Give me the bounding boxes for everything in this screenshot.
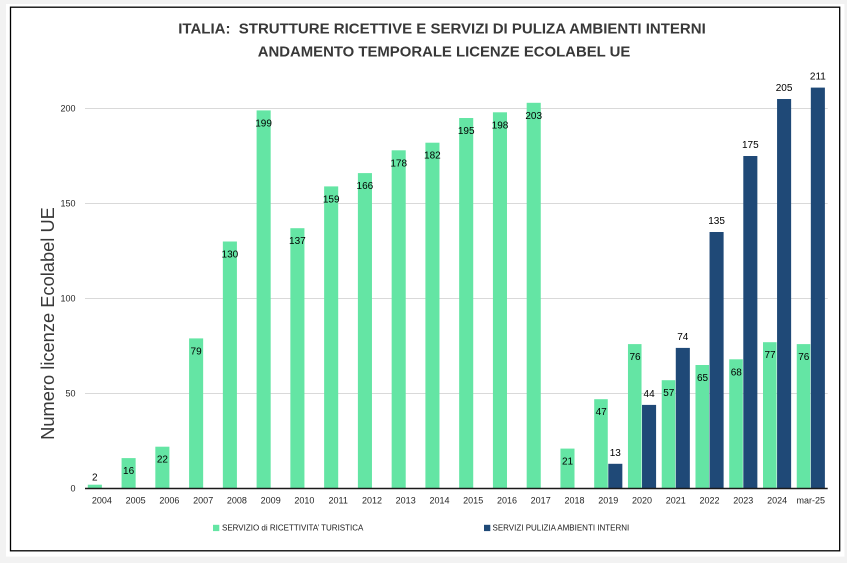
svg-text:2013: 2013 [396, 496, 416, 506]
svg-text:211: 211 [810, 72, 826, 83]
svg-text:57: 57 [663, 388, 675, 399]
svg-text:200: 200 [60, 104, 75, 114]
svg-text:mar-25: mar-25 [797, 496, 826, 506]
svg-text:50: 50 [65, 389, 75, 399]
svg-text:44: 44 [644, 389, 656, 400]
svg-text:2015: 2015 [463, 496, 483, 506]
svg-text:13: 13 [610, 448, 622, 459]
svg-text:ITALIA: STRUTTURE RICETTIVE E: ITALIA: STRUTTURE RICETTIVE E SERVIZI DI… [178, 21, 706, 38]
svg-text:2006: 2006 [159, 496, 179, 506]
svg-text:203: 203 [525, 111, 542, 122]
svg-text:SERVIZIO di RICETTIVITA’ TURIS: SERVIZIO di RICETTIVITA’ TURISTICA [222, 523, 364, 532]
svg-text:22: 22 [157, 455, 169, 466]
svg-text:68: 68 [731, 367, 743, 378]
svg-text:2022: 2022 [699, 496, 719, 506]
svg-text:ANDAMENTO TEMPORALE LICENZE EC: ANDAMENTO TEMPORALE LICENZE ECOLABEL UE [258, 44, 631, 60]
svg-text:16: 16 [123, 466, 135, 477]
svg-text:205: 205 [776, 83, 793, 94]
svg-text:175: 175 [742, 140, 759, 151]
svg-text:159: 159 [323, 194, 340, 205]
svg-text:199: 199 [255, 118, 272, 129]
svg-text:130: 130 [222, 250, 239, 261]
svg-text:77: 77 [764, 350, 776, 361]
svg-text:2008: 2008 [227, 496, 247, 506]
svg-text:Numero licenze Ecolabel UE: Numero licenze Ecolabel UE [37, 207, 58, 440]
svg-text:74: 74 [677, 332, 689, 343]
svg-text:195: 195 [458, 126, 475, 137]
svg-text:65: 65 [697, 373, 709, 384]
svg-text:SERVIZI PULIZIA AMBIENTI INTER: SERVIZI PULIZIA AMBIENTI INTERNI [493, 523, 630, 532]
svg-text:198: 198 [492, 120, 509, 131]
svg-text:100: 100 [60, 294, 75, 304]
svg-text:2020: 2020 [632, 496, 652, 506]
svg-text:2010: 2010 [294, 496, 314, 506]
svg-text:2012: 2012 [362, 496, 382, 506]
svg-text:178: 178 [390, 158, 407, 169]
svg-text:137: 137 [289, 236, 306, 247]
svg-text:2009: 2009 [261, 496, 281, 506]
svg-text:2004: 2004 [92, 496, 112, 506]
svg-text:2011: 2011 [329, 496, 348, 506]
svg-text:2024: 2024 [767, 496, 787, 506]
svg-text:0: 0 [70, 484, 75, 494]
svg-text:2016: 2016 [497, 496, 517, 506]
svg-text:47: 47 [596, 407, 608, 418]
svg-text:76: 76 [629, 352, 641, 363]
svg-text:2023: 2023 [733, 496, 753, 506]
svg-text:2005: 2005 [126, 496, 146, 506]
svg-text:21: 21 [562, 457, 574, 468]
svg-text:150: 150 [60, 199, 75, 209]
svg-text:2018: 2018 [564, 496, 584, 506]
svg-text:2017: 2017 [531, 496, 551, 506]
svg-text:166: 166 [357, 181, 374, 192]
svg-text:2: 2 [92, 473, 98, 484]
svg-text:182: 182 [424, 151, 441, 162]
svg-text:135: 135 [708, 216, 725, 227]
svg-text:2019: 2019 [598, 496, 618, 506]
svg-text:79: 79 [191, 346, 203, 357]
svg-text:76: 76 [798, 352, 810, 363]
svg-text:2021: 2021 [666, 496, 686, 506]
svg-text:2014: 2014 [429, 496, 449, 506]
svg-text:2007: 2007 [193, 496, 213, 506]
